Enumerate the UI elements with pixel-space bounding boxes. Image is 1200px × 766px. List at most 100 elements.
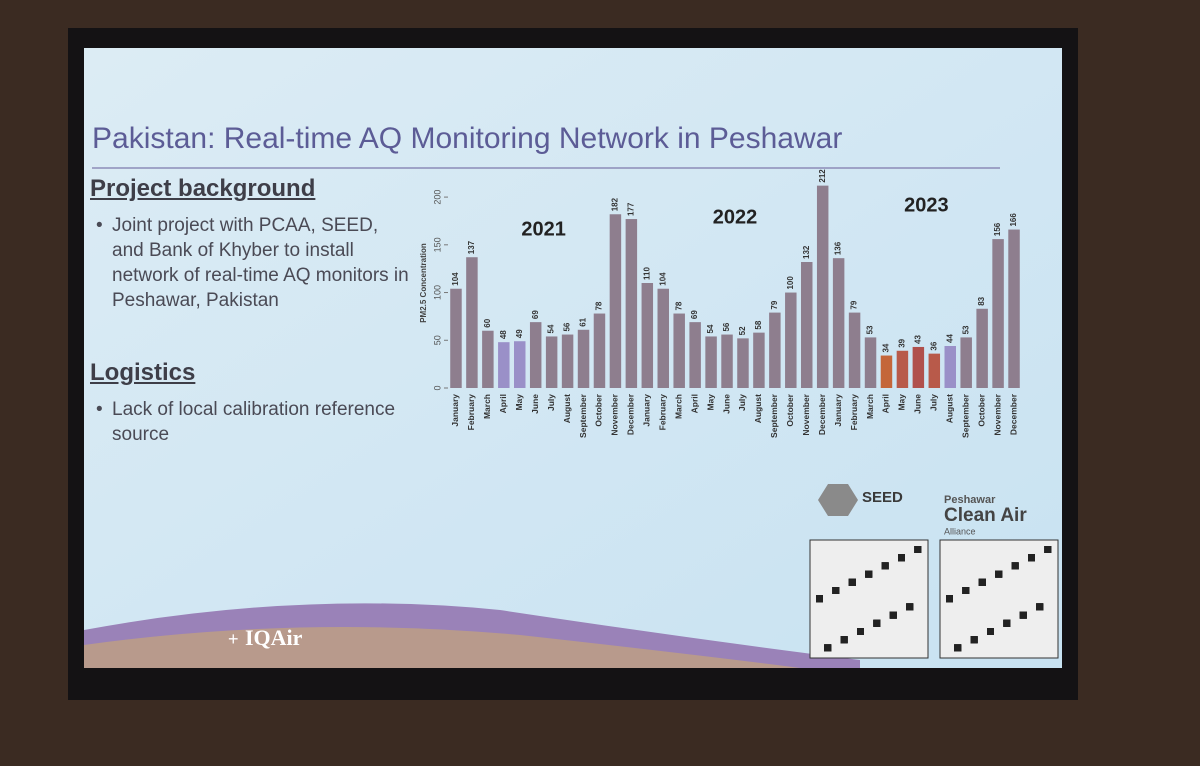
qr-cell [946,595,953,603]
qr-cell [816,595,823,603]
bar [1008,229,1020,388]
chart: PM2.5 Concentration 0 50 100 150 200 January 10… [419,169,1020,438]
bar [785,292,797,388]
bar [769,312,781,388]
bar [561,334,574,388]
x-tick-label: October [785,393,795,426]
value-label: 54 [706,324,715,333]
bar [928,353,941,388]
bar [976,308,988,388]
x-tick-label: September [769,393,779,438]
x-tick-label: August [945,394,955,423]
y-tick-label: 200 [432,190,442,205]
y-axis-label: PM2.5 Concentration [419,243,428,323]
x-tick-label: February [658,394,668,431]
x-tick-label: June [913,394,923,414]
x-tick-label: April [498,394,508,413]
bar [848,312,861,388]
bar [705,336,717,388]
x-tick-label: March [865,394,875,419]
value-label: 78 [674,301,683,310]
bar [482,330,494,388]
bar [545,336,558,388]
qr-cell [1019,611,1027,619]
left-text: Project background Joint project with PC… [90,175,410,505]
logo-text: Clean Air [944,505,1027,526]
logo-plus: + [228,629,239,649]
y-tick-label: 150 [432,237,442,252]
bar [912,346,925,388]
value-label: 53 [961,325,970,334]
value-label: 52 [738,326,747,335]
y-tick-label: 50 [432,335,442,345]
value-label: 83 [977,296,986,305]
value-label: 58 [754,320,763,329]
logo-text: Alliance [944,526,976,536]
qr-cell [1011,562,1019,570]
x-tick-label: June [721,394,731,414]
qr-cell [840,636,848,644]
left-column: Project background Joint project with PC… [90,175,410,447]
x-tick-label: August [562,394,572,423]
bar [689,322,701,388]
value-label: 34 [882,343,891,352]
bar [577,329,590,388]
logo-text: Peshawar [944,494,996,506]
value-label: 212 [818,169,827,183]
year-annotation: 2021 [521,218,566,240]
bar [992,239,1004,388]
value-label: 61 [579,317,588,326]
value-label: 60 [483,318,492,327]
qr-cell [978,578,986,586]
x-tick-label: February [849,394,859,431]
x-tick-label: June [530,394,540,414]
section-heading: Project background [90,175,316,202]
x-tick-label: May [514,394,524,411]
value-label: 56 [722,322,731,331]
footer-wave-2 [84,627,800,668]
qr-cell [873,619,881,627]
x-tick-label: May [897,394,907,411]
value-label: 104 [658,272,667,286]
bar [641,283,654,388]
value-label: 177 [626,202,635,216]
value-label: 156 [993,222,1002,236]
qr-cell [857,628,864,635]
qr-cell [962,587,970,594]
bar [960,337,972,388]
value-label: 44 [945,334,954,343]
value-label: 166 [1009,213,1018,227]
value-label: 56 [563,322,572,331]
seed-icon [818,484,858,516]
value-label: 78 [595,301,604,310]
value-label: 36 [929,341,938,350]
y-tick-label: 0 [432,385,442,390]
x-tick-label: November [801,393,811,435]
bar [864,337,877,388]
value-label: 48 [499,330,508,339]
qr-cell [954,644,962,652]
bar [593,313,606,388]
x-tick-label: February [466,394,476,431]
value-label: 49 [515,329,524,338]
bullet: Joint project with PCAA, SEED, and Bank … [90,213,410,313]
bar [673,313,685,388]
x-tick-label: December [817,393,827,435]
x-tick-label: January [642,394,652,427]
value-label: 104 [451,272,460,286]
x-tick-label: May [705,394,715,411]
x-tick-label: July [929,394,939,411]
x-tick-label: April [689,394,699,413]
bar [816,185,829,388]
bar [832,258,845,388]
x-tick-label: January [833,394,843,427]
qr-cell [995,570,1003,578]
logo-text: SEED [862,489,903,506]
bar [529,322,542,388]
x-tick-label: September [960,393,970,438]
bar [498,342,510,388]
qr-cell [914,546,922,553]
x-tick-label: November [992,393,1002,435]
x-tick-label: August [753,394,763,423]
qr-cell [906,603,914,611]
